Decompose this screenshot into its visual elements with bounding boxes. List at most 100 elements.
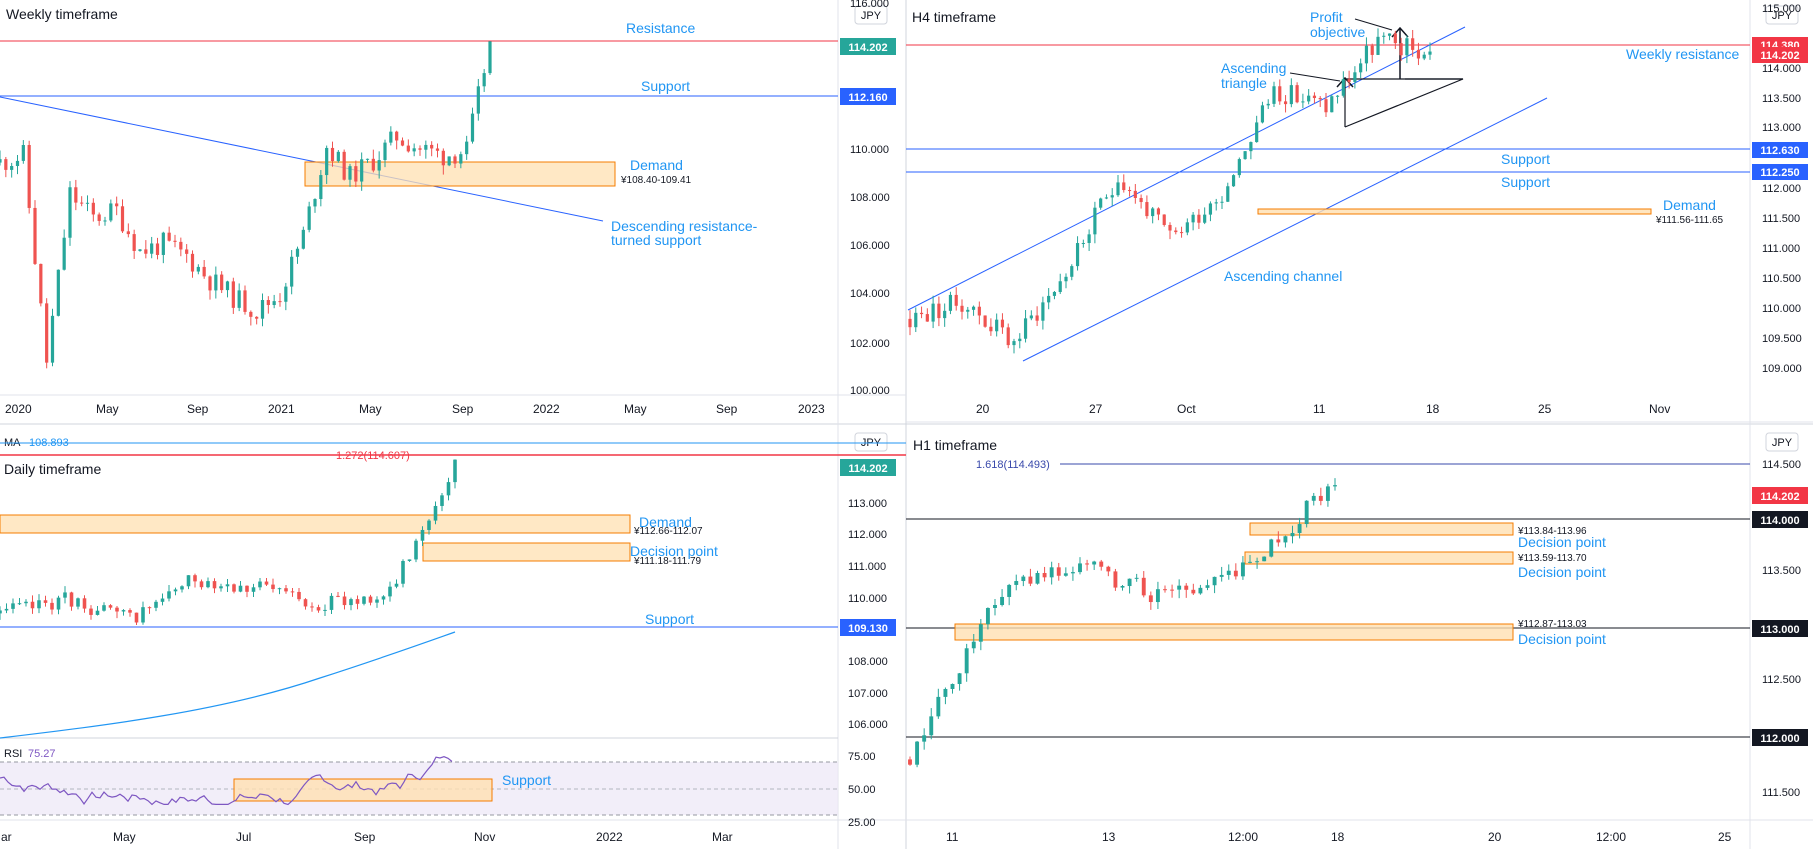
candle-body <box>381 596 386 600</box>
candle-body <box>4 159 8 170</box>
candle-body <box>957 673 962 684</box>
weekly-panel: Weekly timeframe JPY 116.000 110.000 108… <box>0 0 896 416</box>
candle-body <box>971 306 976 310</box>
candle-body <box>202 266 206 277</box>
candle-body <box>1127 190 1132 192</box>
candle-body <box>1411 38 1415 50</box>
daily-x-tick: Nov <box>474 830 495 844</box>
weekly-currency-label: JPY <box>861 10 882 22</box>
weekly-demand-range: ¥108.40-109.41 <box>620 175 692 186</box>
h4-support-badge-text: 112.250 <box>1760 167 1799 179</box>
candle-body <box>459 154 463 164</box>
candle-body <box>1248 561 1252 563</box>
h4-support-badge-text: 112.630 <box>1760 145 1799 157</box>
h4-weekly-resistance-label: Weekly resistance <box>1626 46 1740 62</box>
candle-body <box>400 140 405 146</box>
rsi-line <box>0 756 453 806</box>
candle-body <box>115 607 119 612</box>
candle-body <box>919 312 924 315</box>
candle-body <box>243 290 247 312</box>
candle-body <box>1023 318 1028 339</box>
h1-level-badge-text: 112.000 <box>1760 733 1799 745</box>
candle-body <box>264 581 269 585</box>
candle-body <box>167 232 171 241</box>
h1-decision-label: Decision point <box>1518 534 1606 550</box>
candle-body <box>1070 572 1075 574</box>
candle-body <box>43 600 48 603</box>
candle-body <box>420 529 425 541</box>
candle-body <box>936 696 941 717</box>
candle-body <box>219 586 223 589</box>
candle-body <box>1262 556 1267 562</box>
h1-zone-range: ¥112.87-113.03 <box>1517 619 1587 630</box>
candle-body <box>68 187 72 238</box>
daily-jpy-badge[interactable]: JPY <box>854 432 888 452</box>
h1-y-tick: 114.500 <box>1762 459 1801 471</box>
candle-body <box>97 214 101 221</box>
candle-body <box>453 459 457 483</box>
candle-body <box>1301 101 1305 103</box>
h4-jpy-badge[interactable]: JPY <box>1765 5 1799 25</box>
h1-title: H1 timeframe <box>913 437 997 453</box>
candle-body <box>389 131 393 143</box>
candle-body <box>266 300 270 306</box>
weekly-x-tick: 2022 <box>533 402 560 416</box>
candle-body <box>206 581 210 588</box>
candle-body <box>45 303 49 363</box>
candle-body <box>342 151 346 180</box>
candle-body <box>134 612 139 623</box>
weekly-y-tick: 104.000 <box>850 288 890 300</box>
candle-body <box>37 600 41 609</box>
candle-body <box>82 598 87 609</box>
candle-body <box>1330 96 1334 113</box>
h4-y-tick: 111.500 <box>1762 213 1800 225</box>
candle-body <box>349 599 353 606</box>
candle-body <box>1000 319 1005 328</box>
candle-body <box>330 147 335 162</box>
candle-body <box>1260 105 1265 123</box>
h1-jpy-badge[interactable]: JPY <box>1765 432 1799 452</box>
candle-body <box>336 151 340 162</box>
h1-y-tick: 113.500 <box>1762 565 1801 577</box>
candle-body <box>1311 495 1316 501</box>
h1-level-badge <box>1752 511 1808 528</box>
candle-body <box>307 206 311 230</box>
candle-body <box>915 741 920 765</box>
candle-body <box>482 73 486 87</box>
h4-price-badge-text: 114.202 <box>1760 50 1799 62</box>
rsi-support-label: Support <box>502 772 551 788</box>
candle-body <box>167 591 171 599</box>
candle-body <box>1139 197 1143 203</box>
candle-body <box>377 160 381 171</box>
candle-body <box>375 599 379 603</box>
h4-x-tick: Nov <box>1649 402 1670 416</box>
h1-x-tick: 13 <box>1102 830 1116 844</box>
candle-body <box>1170 589 1175 591</box>
candle-body <box>1255 561 1260 563</box>
candle-body <box>1283 101 1288 105</box>
candle-body <box>290 591 295 593</box>
candle-body <box>1233 570 1238 577</box>
candle-body <box>465 141 469 155</box>
candle-body <box>360 159 364 182</box>
candle-body <box>1151 208 1155 217</box>
candle-body <box>147 607 152 609</box>
candle-body <box>225 584 230 587</box>
weekly-jpy-badge[interactable]: JPY <box>854 5 888 25</box>
candle-body <box>80 202 84 204</box>
candle-body <box>395 131 399 141</box>
candle-body <box>161 232 165 255</box>
candle-body <box>1047 295 1051 303</box>
daily-price-badge-text: 114.202 <box>848 463 887 475</box>
h4-y-tick: 112.000 <box>1762 183 1801 195</box>
candle-body <box>1237 159 1241 176</box>
h4-panel: H4 timeframe JPY 115.000 114.000 113.500… <box>906 3 1808 416</box>
candle-body <box>303 599 308 607</box>
candle-body <box>1353 72 1357 82</box>
candle-body <box>1075 243 1080 267</box>
candle-body <box>1276 539 1281 543</box>
candle-body <box>144 249 148 254</box>
candle-body <box>232 584 236 592</box>
candle-body <box>978 624 983 642</box>
